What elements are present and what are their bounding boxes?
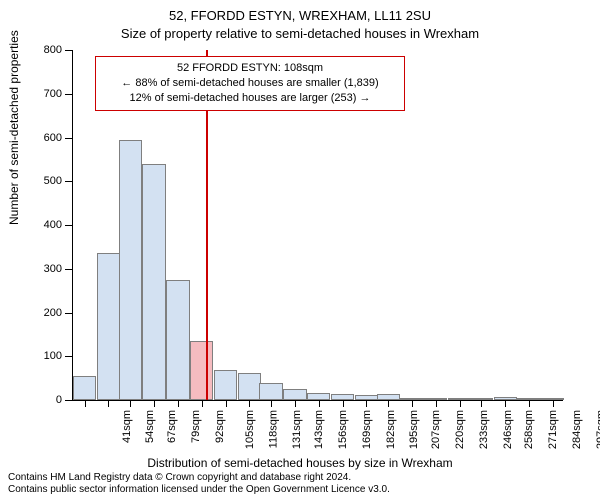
- x-tick-label: 131sqm: [291, 410, 303, 449]
- footer-line2: Contains public sector information licen…: [8, 484, 390, 496]
- annotation-line: ← 88% of semi-detached houses are smalle…: [104, 76, 396, 91]
- annotation-line: 52 FFORDD ESTYN: 108sqm: [104, 61, 396, 76]
- x-tick: [85, 401, 86, 407]
- x-tick: [529, 401, 530, 407]
- histogram-bar: [97, 253, 120, 400]
- x-tick-label: 143sqm: [313, 410, 325, 449]
- x-axis-label: Distribution of semi-detached houses by …: [0, 456, 600, 470]
- chart-title-line1: 52, FFORDD ESTYN, WREXHAM, LL11 2SU: [0, 8, 600, 23]
- x-tick: [271, 401, 272, 407]
- x-tick-label: 297sqm: [595, 410, 600, 449]
- chart-title-line2: Size of property relative to semi-detach…: [0, 26, 600, 41]
- y-tick: [65, 269, 72, 270]
- y-tick-label: 300: [32, 263, 62, 275]
- y-tick: [65, 94, 72, 95]
- x-tick: [481, 401, 482, 407]
- x-tick: [226, 401, 227, 407]
- x-tick-label: 233sqm: [478, 410, 490, 449]
- x-tick-label: 105sqm: [244, 410, 256, 449]
- histogram-bar: [400, 398, 423, 400]
- x-tick: [412, 401, 413, 407]
- x-tick: [436, 401, 437, 407]
- y-tick: [65, 225, 72, 226]
- y-tick-label: 400: [32, 219, 62, 231]
- histogram-bar: [448, 398, 471, 400]
- x-tick: [108, 401, 109, 407]
- x-tick: [460, 401, 461, 407]
- x-tick: [154, 401, 155, 407]
- x-tick: [178, 401, 179, 407]
- x-tick-label: 284sqm: [571, 410, 583, 449]
- histogram-bar: [424, 398, 447, 400]
- x-tick-label: 118sqm: [267, 410, 279, 448]
- annotation-box: 52 FFORDD ESTYN: 108sqm← 88% of semi-det…: [95, 56, 405, 111]
- x-tick-label: 246sqm: [502, 410, 514, 449]
- y-axis-label: Number of semi-detached properties: [7, 30, 21, 225]
- histogram-bar: [259, 383, 282, 400]
- histogram-bar: [238, 373, 261, 400]
- histogram-bar: [307, 393, 330, 400]
- histogram-bar: [214, 370, 237, 400]
- x-tick: [130, 401, 131, 407]
- x-tick: [202, 401, 203, 407]
- y-tick-label: 800: [32, 44, 62, 56]
- histogram-bar: [119, 140, 142, 400]
- histogram-bar: [142, 164, 165, 400]
- y-tick-label: 600: [32, 132, 62, 144]
- y-tick-label: 500: [32, 175, 62, 187]
- histogram-bar: [166, 280, 189, 400]
- x-tick: [553, 401, 554, 407]
- x-tick-label: 92sqm: [214, 410, 226, 443]
- x-tick-label: 156sqm: [337, 410, 349, 449]
- x-tick-label: 258sqm: [524, 410, 536, 449]
- y-tick: [65, 138, 72, 139]
- x-tick-label: 79sqm: [190, 410, 202, 443]
- x-tick-label: 169sqm: [361, 410, 373, 449]
- histogram-bar: [73, 376, 96, 400]
- annotation-line: 12% of semi-detached houses are larger (…: [104, 91, 396, 106]
- x-tick-label: 271sqm: [547, 410, 559, 449]
- x-tick-label: 220sqm: [454, 410, 466, 449]
- x-tick: [319, 401, 320, 407]
- x-tick: [388, 401, 389, 407]
- plot-area: 52 FFORDD ESTYN: 108sqm← 88% of semi-det…: [72, 50, 563, 401]
- y-tick-label: 0: [32, 394, 62, 406]
- y-tick-label: 700: [32, 88, 62, 100]
- y-tick: [65, 181, 72, 182]
- histogram-bar: [541, 398, 564, 400]
- histogram-bar: [470, 398, 493, 400]
- histogram-bar: [190, 341, 213, 400]
- footer-attribution: Contains HM Land Registry data © Crown c…: [8, 472, 390, 496]
- x-tick: [343, 401, 344, 407]
- histogram-bar: [377, 394, 400, 400]
- y-tick: [65, 50, 72, 51]
- y-tick: [65, 313, 72, 314]
- x-tick-label: 182sqm: [385, 410, 397, 449]
- histogram-bar: [494, 397, 517, 400]
- x-tick: [295, 401, 296, 407]
- x-tick-label: 41sqm: [121, 410, 133, 443]
- y-tick-label: 100: [32, 350, 62, 362]
- y-tick: [65, 400, 72, 401]
- y-tick-label: 200: [32, 307, 62, 319]
- x-tick-label: 54sqm: [145, 410, 157, 443]
- histogram-bar: [517, 398, 540, 400]
- histogram-bar: [355, 395, 378, 400]
- x-tick-label: 207sqm: [430, 410, 442, 449]
- footer-line1: Contains HM Land Registry data © Crown c…: [8, 472, 390, 484]
- histogram-bar: [283, 389, 306, 400]
- x-tick: [366, 401, 367, 407]
- chart-container: 52, FFORDD ESTYN, WREXHAM, LL11 2SU Size…: [0, 0, 600, 500]
- x-tick: [505, 401, 506, 407]
- x-tick-label: 67sqm: [166, 410, 178, 443]
- histogram-bar: [331, 394, 354, 400]
- y-tick: [65, 356, 72, 357]
- x-tick-label: 195sqm: [408, 410, 420, 449]
- x-tick: [249, 401, 250, 407]
